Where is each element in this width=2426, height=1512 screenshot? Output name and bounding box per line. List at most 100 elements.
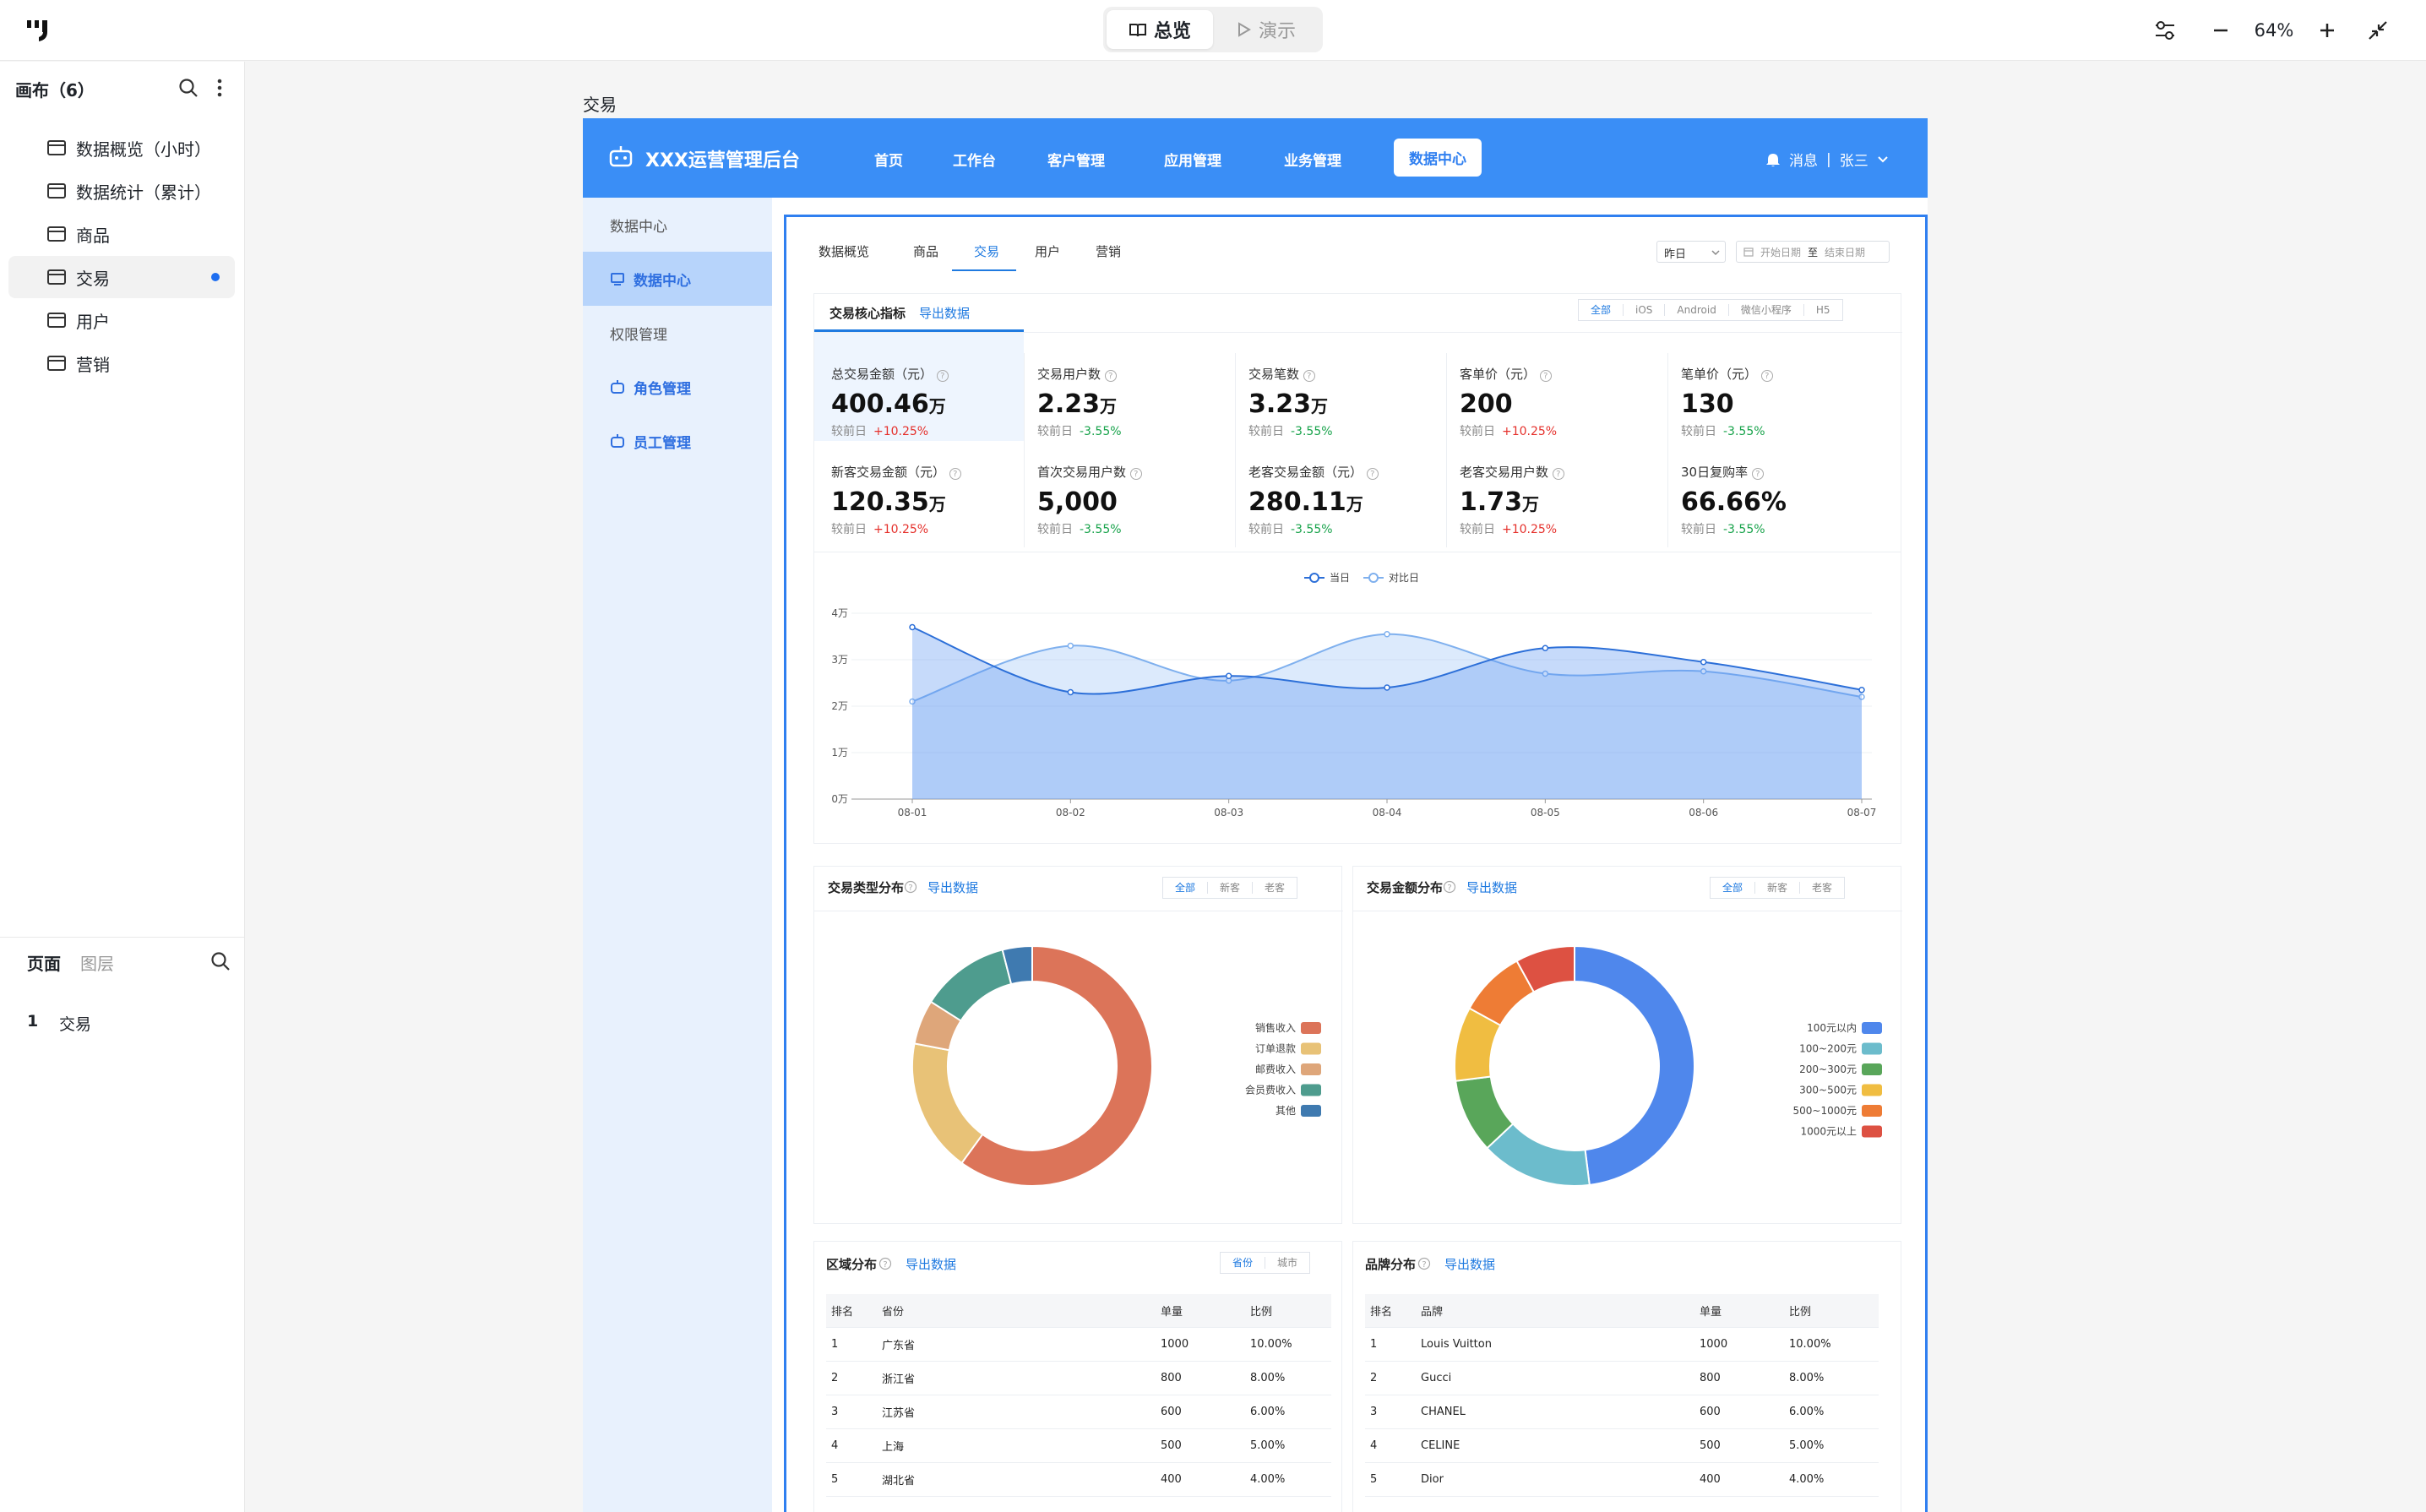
data-point[interactable] — [1067, 642, 1074, 650]
donut-slice[interactable] — [1515, 944, 1575, 993]
filter-new[interactable]: 新客 — [1207, 882, 1252, 894]
filter-android[interactable]: Android — [1664, 304, 1727, 316]
overview-mode-button[interactable]: 总览 — [1107, 10, 1213, 49]
table-row[interactable]: 1 广东省 1000 10.00% — [826, 1328, 1331, 1362]
table-row[interactable]: 3 CHANEL 600 6.00% — [1365, 1395, 1879, 1429]
data-point[interactable] — [1542, 670, 1549, 677]
app-logo-icon[interactable] — [25, 17, 54, 44]
legend-item[interactable]: 300~500元 — [1799, 1084, 1882, 1096]
tab-overview[interactable]: 数据概览 — [819, 244, 870, 259]
end-date-placeholder[interactable]: 结束日期 — [1825, 246, 1866, 258]
dashboard-frame[interactable]: XXX运营管理后台 首页 工作台 客户管理 应用管理 业务管理 数据中心 消息 … — [583, 118, 1928, 1512]
help-icon[interactable]: ? — [1760, 370, 1773, 382]
zoom-level[interactable]: 64% — [2254, 20, 2294, 41]
data-point[interactable] — [1067, 688, 1074, 696]
filter-miniprogram[interactable]: 微信小程序 — [1727, 304, 1803, 316]
legend-item[interactable]: 对比日 — [1363, 572, 1419, 584]
search-icon[interactable] — [177, 77, 199, 99]
date-range-select[interactable]: 昨日 — [1656, 241, 1726, 263]
legend-item[interactable]: 销售收入 — [1255, 1021, 1321, 1034]
data-point[interactable] — [909, 623, 916, 631]
table-row[interactable]: 5 Dior 400 4.00% — [1365, 1463, 1879, 1497]
collapse-icon[interactable] — [2358, 12, 2397, 49]
tab-marketing[interactable]: 营销 — [1096, 244, 1122, 259]
filter-province[interactable]: 省份 — [1232, 1257, 1254, 1269]
nav-customers[interactable]: 客户管理 — [1047, 153, 1105, 170]
kpi-item[interactable]: 客单价（元） ? 200 较前日 +10.25% — [1460, 365, 1662, 439]
frame-title[interactable]: 交易 — [583, 95, 617, 115]
tab-pages[interactable]: 页面 — [27, 954, 61, 974]
donut-slice[interactable] — [1574, 944, 1695, 1186]
messages-link[interactable]: 消息 — [1789, 153, 1818, 170]
help-icon[interactable]: ? — [1366, 468, 1379, 480]
help-icon[interactable]: ? — [936, 370, 949, 382]
help-icon[interactable]: ? — [904, 880, 917, 894]
filter-ios[interactable]: iOS — [1623, 304, 1664, 316]
data-point[interactable] — [1384, 684, 1390, 691]
export-data-link[interactable]: 导出数据 — [1466, 880, 1518, 895]
donut-slice[interactable] — [960, 944, 1153, 1187]
filter-old[interactable]: 老客 — [1799, 882, 1844, 894]
kpi-item[interactable]: 笔单价（元） ? 130 较前日 -3.55% — [1681, 365, 1884, 439]
help-icon[interactable]: ? — [1129, 468, 1142, 480]
filter-new[interactable]: 新客 — [1754, 882, 1799, 894]
trend-area-chart[interactable]: 0万 1万 2万 3万 4万 08-01 08-02 08-03 08-04 08-05 08-06… — [814, 552, 1902, 845]
kpi-item[interactable]: 交易笔数 ? 3.23万 较前日 -3.55% — [1248, 365, 1451, 439]
kpi-item[interactable]: 新客交易金额（元） ? 120.35万 较前日 +10.25% — [831, 463, 1034, 537]
table-row[interactable]: 3 江苏省 600 6.00% — [826, 1395, 1331, 1429]
nav-home[interactable]: 首页 — [874, 153, 903, 170]
table-row[interactable]: 2 Gucci 800 8.00% — [1365, 1362, 1879, 1395]
filter-h5[interactable]: H5 — [1803, 304, 1842, 316]
filter-all[interactable]: 全部 — [1175, 882, 1196, 894]
sidebar-item-data-center[interactable]: 数据中心 — [583, 252, 772, 306]
tab-transactions[interactable]: 交易 — [974, 244, 1000, 259]
legend-item[interactable]: 会员费收入 — [1245, 1084, 1321, 1096]
data-point[interactable] — [1542, 645, 1549, 651]
export-data-link[interactable]: 导出数据 — [919, 306, 971, 321]
data-point[interactable] — [1858, 687, 1865, 693]
filter-all[interactable]: 全部 — [1722, 882, 1743, 894]
data-point[interactable] — [1384, 631, 1390, 638]
search-icon[interactable] — [209, 950, 231, 972]
legend-item[interactable]: 订单退款 — [1255, 1042, 1321, 1055]
page-item[interactable]: 交易 — [59, 1015, 92, 1034]
legend-item[interactable]: 当日 — [1304, 572, 1350, 584]
table-row[interactable]: 5 湖北省 400 4.00% — [826, 1463, 1331, 1497]
canvas-item-selected[interactable]: 交易 — [8, 256, 235, 298]
table-row[interactable]: 1 Louis Vuitton 1000 10.00% — [1365, 1328, 1879, 1362]
more-icon[interactable] — [211, 77, 228, 99]
export-data-link[interactable]: 导出数据 — [1444, 1257, 1496, 1272]
kpi-item[interactable]: 老客交易用户数 ? 1.73万 较前日 +10.25% — [1460, 463, 1662, 537]
data-point[interactable] — [1700, 668, 1707, 675]
canvas-item[interactable]: 数据概览（小时） — [8, 127, 235, 169]
date-range-picker[interactable]: 开始日期 至 结束日期 — [1736, 241, 1890, 263]
legend-item[interactable]: 100~200元 — [1799, 1042, 1882, 1055]
canvas-item[interactable]: 营销 — [8, 342, 235, 384]
filter-city[interactable]: 城市 — [1265, 1257, 1309, 1269]
filter-all[interactable]: 全部 — [1591, 304, 1612, 316]
table-row[interactable]: 4 上海 500 5.00% — [826, 1429, 1331, 1463]
legend-item[interactable]: 1000元以上 — [1800, 1125, 1882, 1138]
kpi-item[interactable]: 老客交易金额（元） ? 280.11万 较前日 -3.55% — [1248, 463, 1451, 537]
bell-icon[interactable] — [1765, 152, 1781, 167]
donut-slice[interactable] — [911, 1042, 984, 1165]
export-data-link[interactable]: 导出数据 — [927, 880, 979, 895]
donut-slice[interactable] — [929, 949, 1013, 1022]
nav-workbench[interactable]: 工作台 — [953, 153, 996, 170]
help-icon[interactable]: ? — [1552, 468, 1564, 480]
help-icon[interactable]: ? — [878, 1257, 892, 1270]
nav-data-center[interactable]: 数据中心 — [1394, 139, 1482, 177]
help-icon[interactable]: ? — [1303, 370, 1315, 382]
kpi-item[interactable]: 交易用户数 ? 2.23万 较前日 -3.55% — [1037, 365, 1240, 439]
legend-item[interactable]: 500~1000元 — [1793, 1105, 1883, 1117]
filter-old[interactable]: 老客 — [1252, 882, 1297, 894]
sidebar-item-staff[interactable]: 员工管理 — [583, 414, 772, 468]
tab-users[interactable]: 用户 — [1035, 244, 1061, 259]
zoom-in-button[interactable] — [2308, 12, 2347, 49]
legend-item[interactable]: 200~300元 — [1799, 1063, 1882, 1075]
help-icon[interactable]: ? — [1539, 370, 1552, 382]
kpi-item[interactable]: 首次交易用户数 ? 5,000 较前日 -3.55% — [1037, 463, 1240, 537]
tab-products[interactable]: 商品 — [913, 244, 939, 259]
help-icon[interactable]: ? — [1104, 370, 1117, 382]
